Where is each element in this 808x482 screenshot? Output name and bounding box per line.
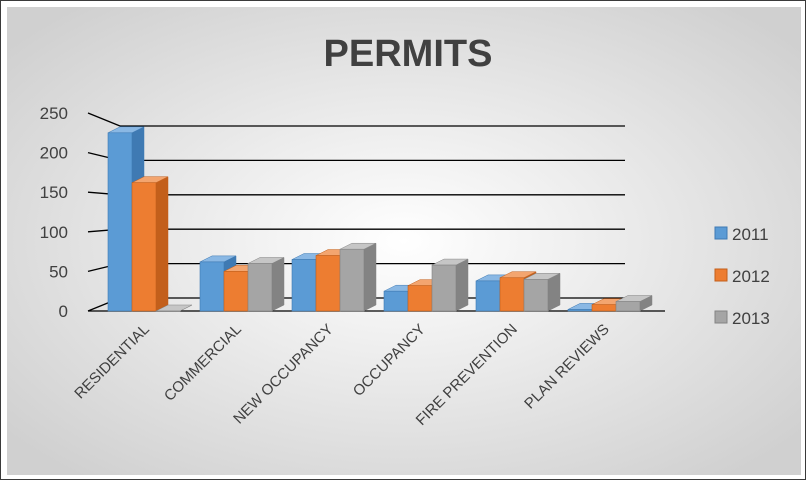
y-tick-label: 0 — [59, 302, 68, 321]
bar — [155, 310, 181, 312]
bar — [291, 259, 317, 312]
chart-title: PERMITS — [324, 33, 493, 75]
y-tick-label: 50 — [49, 262, 68, 281]
bar-side — [455, 258, 469, 312]
bar — [567, 309, 593, 312]
bar-side — [155, 176, 169, 312]
bar — [523, 279, 549, 312]
y-tick-label: 150 — [40, 183, 68, 202]
legend-label: 2011 — [732, 225, 769, 244]
bar — [615, 301, 641, 312]
bar — [591, 304, 617, 312]
bar-side — [271, 257, 285, 312]
legend-swatch — [714, 226, 728, 240]
bar — [431, 264, 457, 312]
bar — [407, 285, 433, 312]
bar — [199, 261, 225, 312]
legend-swatch — [714, 268, 728, 282]
y-tick-label: 100 — [40, 223, 68, 242]
y-tick-label: 200 — [40, 144, 68, 163]
legend-label: 2012 — [732, 267, 770, 286]
bar — [315, 255, 341, 312]
legend: 2011 2012 2013 — [714, 225, 770, 328]
bar — [339, 248, 365, 312]
bars — [107, 126, 653, 312]
y-axis: 0 50 100 150 200 250 — [40, 104, 68, 321]
bar — [475, 280, 501, 312]
bar — [247, 263, 273, 312]
bar — [223, 271, 249, 312]
bar — [107, 132, 133, 312]
legend-swatch — [714, 310, 728, 324]
gridline-depth — [87, 112, 121, 127]
bar-side — [547, 272, 561, 312]
bar — [383, 290, 409, 312]
bar — [131, 182, 157, 312]
bar-side — [363, 242, 377, 312]
legend-label: 2013 — [732, 309, 770, 328]
y-tick-label: 250 — [40, 104, 68, 123]
bar — [499, 277, 525, 312]
